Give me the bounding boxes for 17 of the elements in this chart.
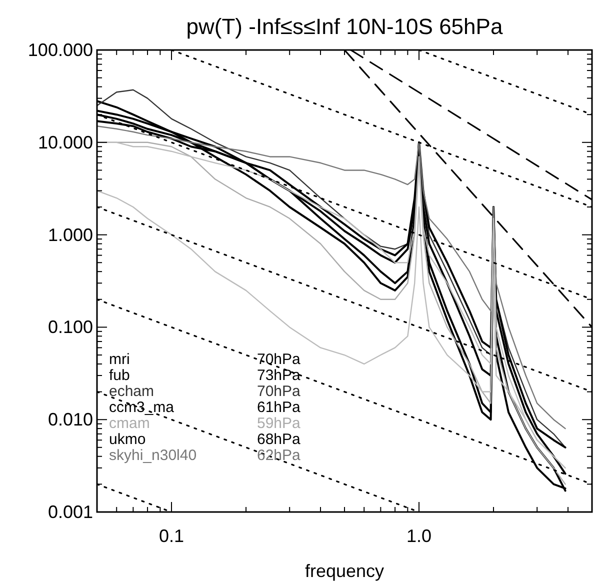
text: echam 70hPa bbox=[109, 383, 300, 400]
y-tick-label: 10.000 bbox=[38, 132, 93, 152]
y-tick-label: 0.010 bbox=[48, 410, 93, 430]
y-tick-label: 0.001 bbox=[48, 502, 93, 522]
y-tick-label: 1.000 bbox=[48, 224, 93, 245]
text: fub 73hPa bbox=[109, 367, 300, 384]
x-tick-label: 0.1 bbox=[158, 526, 184, 546]
y-tick-label: 100.000 bbox=[28, 40, 93, 60]
text: mri 70hPa bbox=[109, 351, 300, 368]
text: skyhi_n30l40 62hPa bbox=[109, 447, 300, 464]
chart-title: pw(T) -Inf≤s≤Inf 10N-10S 65hPa bbox=[186, 14, 504, 39]
text: ccm3_ma 61hPa bbox=[109, 399, 300, 416]
text: ukmo 68hPa bbox=[109, 431, 300, 448]
x-axis-title: frequency bbox=[304, 561, 384, 581]
y-tick-label: 0.100 bbox=[48, 317, 93, 338]
x-tick-label: 1.0 bbox=[406, 526, 432, 546]
text: cmam 59hPa bbox=[109, 415, 300, 432]
